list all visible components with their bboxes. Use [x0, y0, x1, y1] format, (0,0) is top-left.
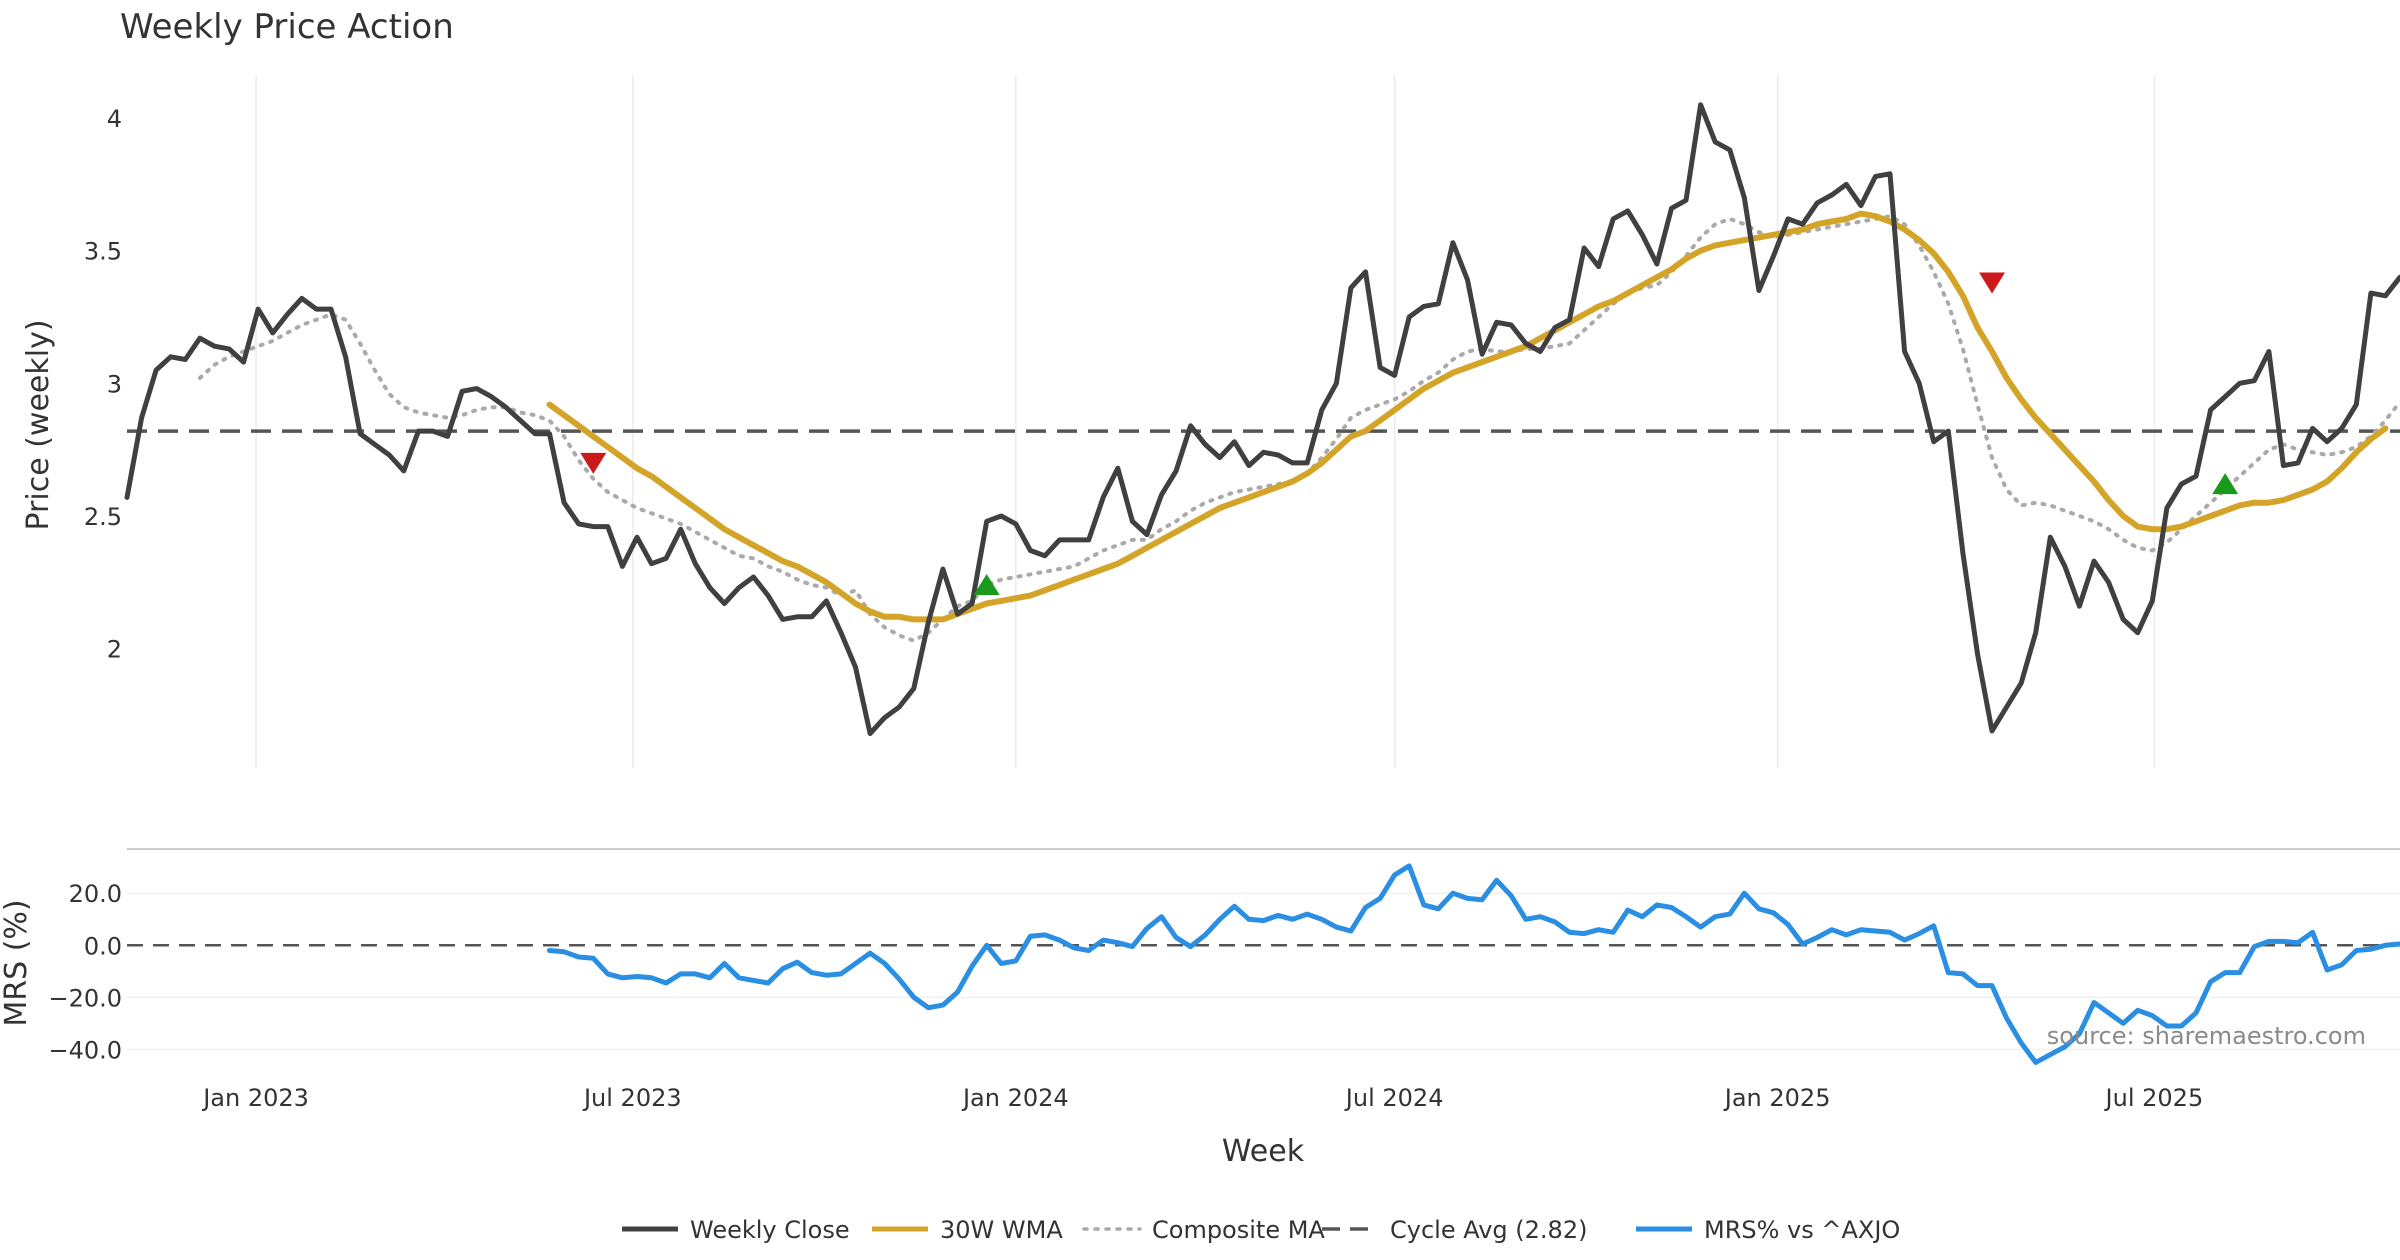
legend-label: 30W WMA — [940, 1216, 1063, 1244]
weekly-close-line — [124, 102, 2400, 736]
x-tick-label: Jul 2024 — [1344, 1084, 1444, 1112]
sell-signal-marker — [580, 452, 607, 474]
x-tick-label: Jul 2025 — [2104, 1084, 2204, 1112]
x-tick-label: Jan 2024 — [961, 1084, 1069, 1112]
buy-signal-marker — [973, 573, 1000, 595]
wma-30-line — [546, 210, 2389, 623]
x-tick-label: Jul 2023 — [582, 1084, 682, 1112]
mrs-y-tick-label: −40.0 — [48, 1036, 122, 1064]
mrs-y-tick-label: −20.0 — [48, 984, 122, 1012]
legend-label: MRS% vs ^AXJO — [1704, 1216, 1900, 1244]
legend-label: Weekly Close — [690, 1216, 850, 1244]
legend: Weekly Close 30W WMA Composite MA Cycle Avg… — [622, 1216, 1900, 1244]
mrs-grid — [127, 892, 2400, 1051]
mrs-y-ticks: 20.0 0.0 −20.0 −40.0 — [48, 880, 122, 1064]
price-y-tick-label: 2 — [107, 636, 122, 664]
x-tick-label: Jan 2023 — [201, 1084, 309, 1112]
price-y-ticks: 2 2.5 3 3.5 4 — [84, 105, 122, 664]
x-axis-title: Week — [1222, 1134, 1305, 1169]
signal-markers — [580, 272, 2239, 595]
price-y-axis-title: Price (weekly) — [21, 319, 56, 530]
price-y-tick-label: 4 — [107, 105, 122, 133]
source-note: source: sharemaestro.com — [2047, 1022, 2366, 1050]
price-grid — [255, 75, 2156, 768]
chart-title: Weekly Price Action — [120, 7, 454, 47]
legend-label: Cycle Avg (2.82) — [1390, 1216, 1587, 1244]
legend-label: Composite MA — [1152, 1216, 1325, 1244]
x-ticks: Jan 2023 Jul 2023 Jan 2024 Jul 2024 Jan 2025… — [201, 1084, 2203, 1112]
x-tick-label: Jan 2025 — [1723, 1084, 1831, 1112]
sell-signal-marker — [1979, 272, 2006, 294]
mrs-y-tick-label: 20.0 — [69, 880, 122, 908]
price-y-tick-label: 3 — [107, 370, 122, 398]
price-y-tick-label: 2.5 — [84, 503, 122, 531]
buy-signal-marker — [2212, 473, 2239, 495]
mrs-y-axis-title: MRS (%) — [0, 899, 34, 1026]
mrs-y-tick-label: 0.0 — [84, 932, 122, 960]
mrs-line — [547, 863, 2400, 1065]
price-y-tick-label: 3.5 — [84, 238, 122, 266]
